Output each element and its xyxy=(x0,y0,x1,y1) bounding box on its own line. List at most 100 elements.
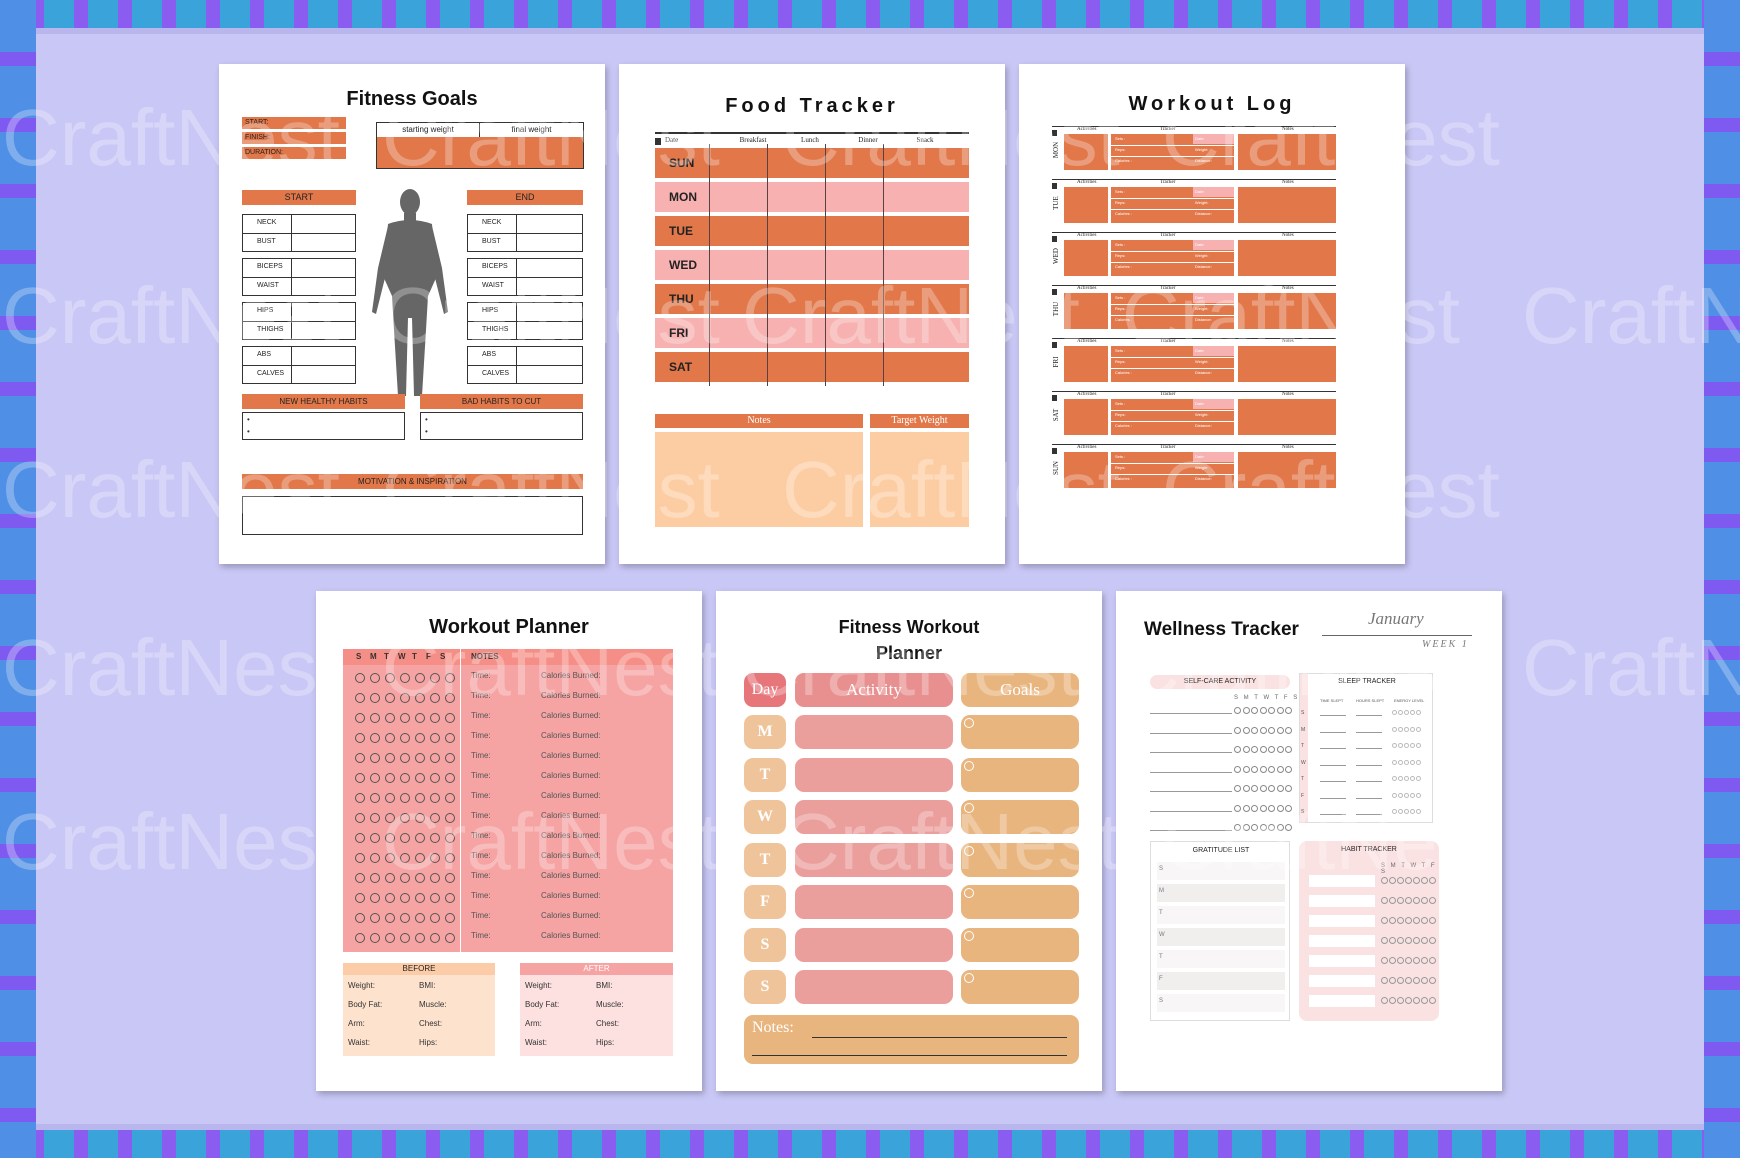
day-checkboxes[interactable] xyxy=(1234,707,1294,714)
goals-cell[interactable] xyxy=(961,927,1079,962)
goal-check-icon[interactable] xyxy=(964,845,974,856)
activities-cell[interactable] xyxy=(1064,134,1108,170)
day-checkboxes[interactable] xyxy=(355,830,460,848)
activities-cell[interactable] xyxy=(1064,293,1108,329)
day-checkboxes[interactable] xyxy=(355,810,460,828)
habit-checkboxes[interactable] xyxy=(1381,977,1437,984)
check-circle-icon[interactable] xyxy=(400,933,410,943)
habit-name[interactable] xyxy=(1309,935,1375,947)
check-circle-icon[interactable] xyxy=(415,773,425,783)
activity-line[interactable] xyxy=(1150,810,1232,812)
check-circle-icon[interactable] xyxy=(355,793,365,803)
check-circle-icon[interactable] xyxy=(370,773,380,783)
check-circle-icon[interactable] xyxy=(400,853,410,863)
check-circle-icon[interactable] xyxy=(1242,824,1250,831)
check-circle-icon[interactable] xyxy=(1421,957,1428,964)
day-checkboxes[interactable] xyxy=(355,910,460,928)
energy-circle-icon[interactable] xyxy=(1392,743,1397,748)
gratitude-row[interactable] xyxy=(1157,906,1285,924)
check-circle-icon[interactable] xyxy=(355,753,365,763)
check-circle-icon[interactable] xyxy=(1397,917,1404,924)
check-circle-icon[interactable] xyxy=(1389,937,1396,944)
habit-checkboxes[interactable] xyxy=(1381,897,1437,904)
day-checkboxes[interactable] xyxy=(355,790,460,808)
check-circle-icon[interactable] xyxy=(1413,877,1420,884)
energy-circle-icon[interactable] xyxy=(1410,759,1415,765)
check-circle-icon[interactable] xyxy=(415,753,425,763)
check-circle-icon[interactable] xyxy=(445,833,455,843)
notes-area[interactable] xyxy=(655,432,863,527)
activities-cell[interactable] xyxy=(1064,346,1108,382)
check-circle-icon[interactable] xyxy=(385,933,395,943)
check-circle-icon[interactable] xyxy=(1413,957,1420,964)
day-checkboxes[interactable] xyxy=(355,710,460,728)
check-circle-icon[interactable] xyxy=(400,833,410,843)
day-checkboxes[interactable] xyxy=(355,870,460,888)
check-circle-icon[interactable] xyxy=(1397,997,1404,1004)
gratitude-row[interactable] xyxy=(1157,950,1285,968)
notes-cell[interactable] xyxy=(1238,187,1336,223)
day-row[interactable]: SAT xyxy=(655,348,969,386)
check-circle-icon[interactable] xyxy=(400,813,410,823)
check-circle-icon[interactable] xyxy=(1285,785,1292,792)
energy-circle-icon[interactable] xyxy=(1398,776,1403,781)
activity-cell[interactable] xyxy=(795,715,953,749)
check-circle-icon[interactable] xyxy=(385,853,395,863)
check-circle-icon[interactable] xyxy=(355,873,365,883)
check-circle-icon[interactable] xyxy=(1276,804,1284,812)
check-circle-icon[interactable] xyxy=(430,933,440,943)
check-circle-icon[interactable] xyxy=(445,693,455,703)
day-checkboxes[interactable] xyxy=(355,890,460,908)
check-circle-icon[interactable] xyxy=(1405,917,1412,924)
check-circle-icon[interactable] xyxy=(1268,785,1275,792)
energy-circle-icon[interactable] xyxy=(1392,710,1397,715)
check-circle-icon[interactable] xyxy=(1421,877,1428,884)
energy-circle-icon[interactable] xyxy=(1398,809,1403,814)
check-circle-icon[interactable] xyxy=(355,893,365,903)
energy-level[interactable] xyxy=(1392,809,1422,814)
check-circle-icon[interactable] xyxy=(1389,997,1396,1004)
goal-check-icon[interactable] xyxy=(964,803,974,813)
tracker-cell[interactable]: Sets : Date: Reps: Weight: Calories : Distanc… xyxy=(1111,346,1234,382)
habit-name[interactable] xyxy=(1309,995,1375,1007)
check-circle-icon[interactable] xyxy=(430,753,440,763)
day-checkboxes[interactable] xyxy=(355,750,460,768)
check-circle-icon[interactable] xyxy=(415,713,425,723)
check-circle-icon[interactable] xyxy=(1251,707,1258,714)
day-checkboxes[interactable] xyxy=(355,730,460,748)
energy-circle-icon[interactable] xyxy=(1410,809,1415,814)
energy-level[interactable] xyxy=(1392,710,1422,715)
energy-circle-icon[interactable] xyxy=(1404,726,1409,732)
check-circle-icon[interactable] xyxy=(1242,785,1250,792)
gratitude-row[interactable] xyxy=(1157,928,1285,946)
check-circle-icon[interactable] xyxy=(445,773,455,783)
new-habits-box[interactable]: • • xyxy=(242,412,405,440)
check-circle-icon[interactable] xyxy=(370,853,380,863)
day-checkboxes[interactable] xyxy=(355,770,460,788)
activity-line[interactable] xyxy=(1150,732,1232,734)
check-circle-icon[interactable] xyxy=(415,693,425,703)
check-circle-icon[interactable] xyxy=(385,813,395,823)
activity-cell[interactable] xyxy=(795,842,953,877)
activities-cell[interactable] xyxy=(1064,399,1108,435)
day-checkboxes[interactable] xyxy=(1234,746,1294,753)
energy-circle-icon[interactable] xyxy=(1410,743,1415,748)
energy-level[interactable] xyxy=(1392,726,1422,732)
check-circle-icon[interactable] xyxy=(1242,765,1250,773)
check-circle-icon[interactable] xyxy=(1389,877,1396,884)
check-circle-icon[interactable] xyxy=(1285,707,1292,714)
check-circle-icon[interactable] xyxy=(415,733,425,743)
check-circle-icon[interactable] xyxy=(415,673,425,683)
check-circle-icon[interactable] xyxy=(400,773,410,783)
check-circle-icon[interactable] xyxy=(1268,804,1275,812)
check-circle-icon[interactable] xyxy=(1421,897,1428,904)
day-checkboxes[interactable] xyxy=(355,670,460,688)
check-circle-icon[interactable] xyxy=(1251,765,1258,773)
habit-checkboxes[interactable] xyxy=(1381,957,1437,964)
check-circle-icon[interactable] xyxy=(430,893,440,903)
day-row[interactable]: THU xyxy=(655,280,969,318)
check-circle-icon[interactable] xyxy=(1389,897,1396,904)
check-circle-icon[interactable] xyxy=(1397,937,1404,944)
day-row[interactable]: FRI xyxy=(655,314,969,352)
check-circle-icon[interactable] xyxy=(1429,877,1436,884)
